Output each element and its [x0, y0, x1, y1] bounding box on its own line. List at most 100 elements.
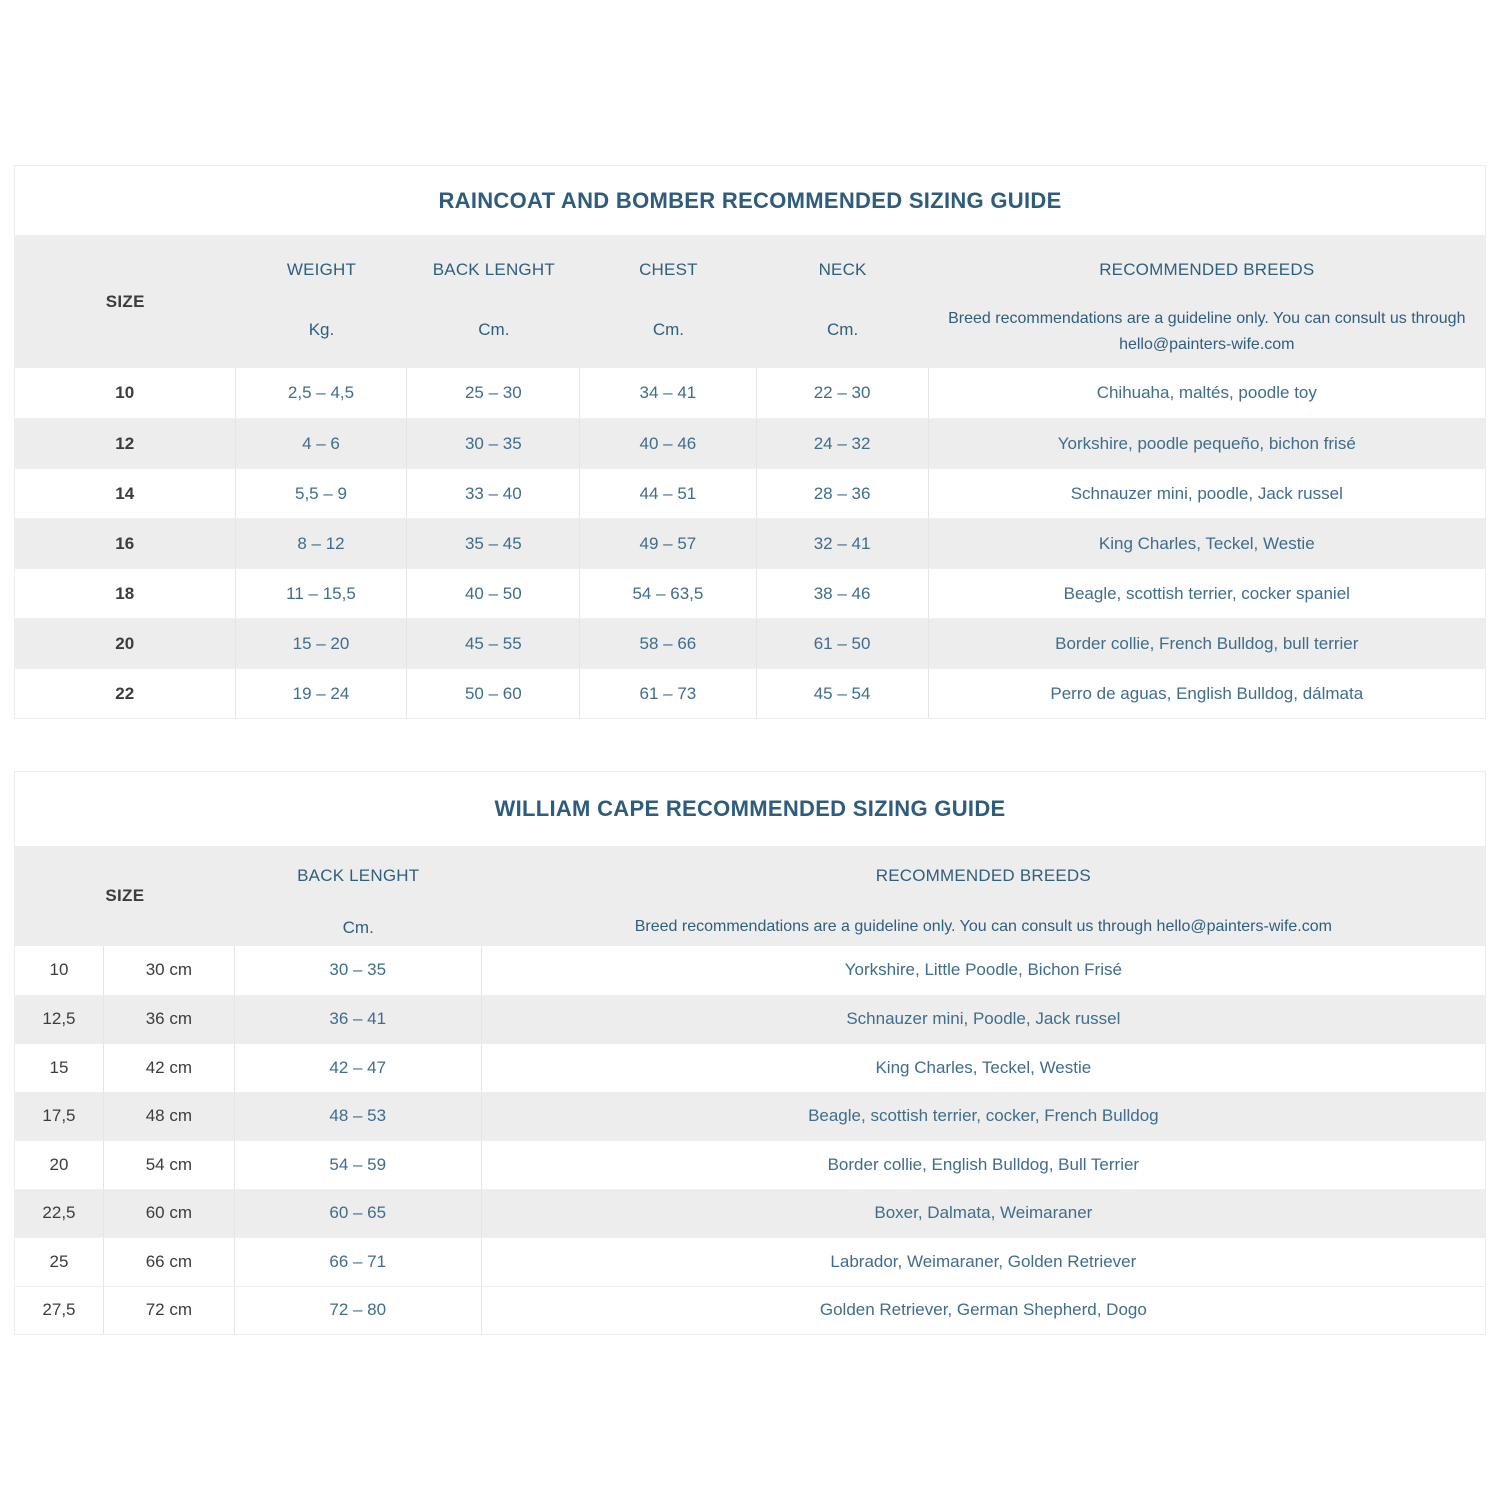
table-row: 14 5,5 – 9 33 – 40 44 – 51 28 – 36 Schna…: [15, 468, 1485, 518]
size-cm-cell: 72 cm: [104, 1286, 235, 1334]
neck-cell: 24 – 32: [757, 419, 929, 468]
size-cell: 22: [15, 669, 236, 718]
size-cm-cell: 30 cm: [104, 946, 235, 995]
table-row: 12,5 36 cm 36 – 41 Schnauzer mini, Poodl…: [15, 994, 1485, 1043]
sizing-guide-page: RAINCOAT AND BOMBER RECOMMENDED SIZING G…: [14, 165, 1486, 1335]
back-length-cell: 50 – 60: [407, 669, 581, 718]
table-body: 10 30 cm 30 – 35 Yorkshire, Little Poodl…: [15, 946, 1485, 1334]
chest-cell: 44 – 51: [580, 469, 757, 518]
size-cell: 10: [15, 368, 236, 418]
column-unit: Cm.: [652, 320, 684, 339]
column-label: BACK LENGHT: [432, 260, 555, 279]
size-cell: 22,5: [15, 1189, 104, 1237]
neck-cell: 38 – 46: [757, 569, 929, 618]
back-length-cell: 33 – 40: [407, 469, 581, 518]
size-cell: 15: [15, 1044, 104, 1092]
column-label: BACK LENGHT: [297, 866, 420, 885]
breeds-note: Breed recommendations are a guideline on…: [948, 310, 1466, 353]
breeds-cell: Boxer, Dalmata, Weimaraner: [874, 1203, 1093, 1223]
raincoat-bomber-sizing-table: RAINCOAT AND BOMBER RECOMMENDED SIZING G…: [14, 165, 1486, 719]
back-length-cell: 66 – 71: [235, 1238, 482, 1286]
back-length-cell: 40 – 50: [407, 569, 581, 618]
size-cm-cell: 48 cm: [104, 1092, 235, 1140]
size-cm-cell: 42 cm: [104, 1044, 235, 1092]
table-row: 22 19 – 24 50 – 60 61 – 73 45 – 54 Perro…: [15, 668, 1485, 718]
weight-cell: 11 – 15,5: [236, 569, 408, 618]
weight-cell: 2,5 – 4,5: [236, 368, 408, 418]
table-row: 20 15 – 20 45 – 55 58 – 66 61 – 50 Borde…: [15, 618, 1485, 668]
breeds-cell: Yorkshire, Little Poodle, Bichon Frisé: [844, 960, 1122, 980]
column-header-breeds: RECOMMENDED BREEDS Breed recommendations…: [482, 846, 1485, 946]
size-cell: 16: [15, 519, 236, 568]
breeds-cell: Perro de aguas, English Bulldog, dálmata: [1050, 683, 1364, 703]
breeds-cell: Beagle, scottish terrier, cocker spaniel: [1063, 583, 1350, 603]
chest-cell: 34 – 41: [580, 368, 757, 418]
column-header-back-length: BACK LENGHT Cm.: [235, 846, 482, 946]
column-unit: Kg.: [308, 320, 335, 339]
table-title: WILLIAM CAPE RECOMMENDED SIZING GUIDE: [494, 796, 1006, 821]
weight-cell: 5,5 – 9: [236, 469, 408, 518]
breeds-cell: Labrador, Weimaraner, Golden Retriever: [830, 1251, 1137, 1271]
size-cell: 12,5: [15, 995, 104, 1043]
table-title-band: RAINCOAT AND BOMBER RECOMMENDED SIZING G…: [15, 166, 1485, 235]
column-label: CHEST: [639, 260, 698, 279]
breeds-cell: Chihuaha, maltés, poodle toy: [1096, 383, 1317, 402]
back-length-cell: 60 – 65: [235, 1189, 482, 1237]
weight-cell: 15 – 20: [236, 619, 408, 668]
back-length-cell: 30 – 35: [407, 419, 581, 468]
table-header-row: SIZE BACK LENGHT Cm. RECOMMENDED BREEDS …: [15, 846, 1485, 946]
william-cape-sizing-table: WILLIAM CAPE RECOMMENDED SIZING GUIDE SI…: [14, 771, 1486, 1335]
size-cm-cell: 66 cm: [104, 1238, 235, 1286]
table-row: 27,5 72 cm 72 – 80 Golden Retriever, Ger…: [15, 1285, 1485, 1334]
column-header-back-length: BACK LENGHT Cm.: [407, 235, 580, 368]
column-label: WEIGHT: [286, 260, 357, 279]
table-row: 22,5 60 cm 60 – 65 Boxer, Dalmata, Weima…: [15, 1188, 1485, 1237]
size-cm-cell: 54 cm: [104, 1141, 235, 1189]
back-length-cell: 36 – 41: [235, 995, 482, 1043]
breeds-cell: Schnauzer mini, Poodle, Jack russel: [846, 1009, 1121, 1029]
size-cell: 14: [15, 469, 236, 518]
column-header-size: SIZE: [105, 886, 145, 905]
column-header-breeds: RECOMMENDED BREEDS Breed recommendations…: [929, 235, 1485, 368]
neck-cell: 32 – 41: [757, 519, 929, 568]
table-row: 20 54 cm 54 – 59 Border collie, English …: [15, 1140, 1485, 1189]
breeds-cell: Golden Retriever, German Shepherd, Dogo: [819, 1300, 1147, 1320]
chest-cell: 58 – 66: [580, 619, 757, 668]
back-length-cell: 45 – 55: [407, 619, 581, 668]
column-header-neck: NECK Cm.: [757, 235, 929, 368]
size-cell: 20: [15, 619, 236, 668]
column-unit: Cm.: [827, 320, 859, 339]
weight-cell: 19 – 24: [236, 669, 408, 718]
size-cell: 17,5: [15, 1092, 104, 1140]
table-row: 10 30 cm 30 – 35 Yorkshire, Little Poodl…: [15, 946, 1485, 995]
table-row: 25 66 cm 66 – 71 Labrador, Weimaraner, G…: [15, 1237, 1485, 1286]
size-cm-cell: 36 cm: [104, 995, 235, 1043]
table-title: RAINCOAT AND BOMBER RECOMMENDED SIZING G…: [438, 187, 1062, 213]
column-header-chest: CHEST Cm.: [580, 235, 756, 368]
back-length-cell: 48 – 53: [235, 1092, 482, 1140]
back-length-cell: 54 – 59: [235, 1141, 482, 1189]
weight-cell: 8 – 12: [236, 519, 408, 568]
breeds-cell: Yorkshire, poodle pequeño, bichon frisé: [1057, 433, 1356, 453]
breeds-cell: Border collie, French Bulldog, bull terr…: [1055, 633, 1359, 653]
neck-cell: 45 – 54: [757, 669, 929, 718]
back-length-cell: 30 – 35: [235, 946, 482, 995]
size-cm-cell: 60 cm: [104, 1189, 235, 1237]
neck-cell: 28 – 36: [757, 469, 929, 518]
back-length-cell: 72 – 80: [235, 1286, 482, 1334]
chest-cell: 54 – 63,5: [580, 569, 757, 618]
breeds-cell: Schnauzer mini, poodle, Jack russel: [1070, 483, 1343, 503]
breeds-cell: Beagle, scottish terrier, cocker, French…: [808, 1106, 1159, 1126]
chest-cell: 49 – 57: [580, 519, 757, 568]
neck-cell: 22 – 30: [757, 368, 929, 418]
table-row: 15 42 cm 42 – 47 King Charles, Teckel, W…: [15, 1043, 1485, 1092]
column-header-weight: WEIGHT Kg.: [236, 235, 408, 368]
back-length-cell: 25 – 30: [407, 368, 581, 418]
column-unit: Cm.: [342, 918, 374, 937]
back-length-cell: 42 – 47: [235, 1044, 482, 1092]
table-row: 18 11 – 15,5 40 – 50 54 – 63,5 38 – 46 B…: [15, 568, 1485, 618]
table-row: 17,5 48 cm 48 – 53 Beagle, scottish terr…: [15, 1091, 1485, 1140]
breeds-cell: King Charles, Teckel, Westie: [1098, 533, 1315, 553]
breeds-cell: Border collie, English Bulldog, Bull Ter…: [827, 1154, 1140, 1174]
table-row: 16 8 – 12 35 – 45 49 – 57 32 – 41 King C…: [15, 518, 1485, 568]
